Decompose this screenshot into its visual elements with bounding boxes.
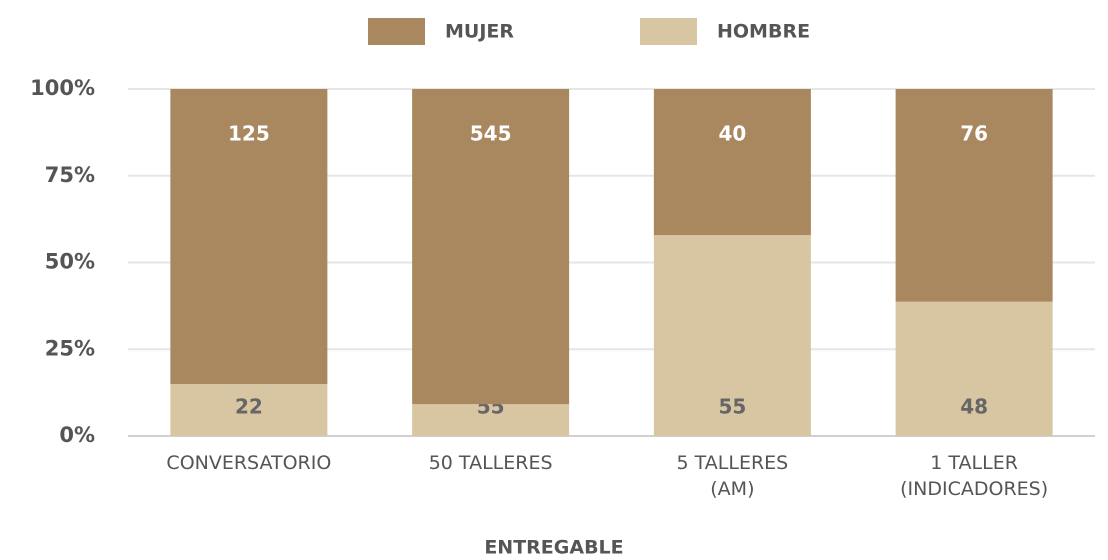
legend-label: HOMBRE	[717, 21, 810, 43]
bar-segment	[653, 89, 811, 236]
data-label: 48	[960, 395, 988, 419]
x-tick-label: CONVERSATORIO	[166, 452, 332, 474]
bar-segment	[653, 235, 811, 436]
x-tick-label: 1 TALLER (INDICADORES)	[900, 452, 1049, 500]
data-label: 545	[470, 122, 512, 146]
y-tick-label: 0%	[59, 423, 95, 447]
data-label: 40	[718, 122, 746, 146]
bar-segment	[412, 89, 570, 405]
y-tick-label: 50%	[45, 250, 95, 274]
x-axis-title: ENTREGABLE	[484, 537, 623, 559]
y-tick-label: 100%	[30, 76, 95, 100]
bar-segment	[895, 301, 1053, 436]
bar-segment	[895, 89, 1053, 302]
y-tick-label: 75%	[45, 163, 95, 187]
legend-label: MUJER	[445, 21, 514, 43]
bar-segment	[170, 89, 328, 385]
data-label: 55	[718, 395, 746, 419]
data-label: 76	[960, 122, 988, 146]
legend-swatch	[640, 18, 697, 45]
x-tick-label: 5 TALLERES (AM)	[676, 452, 789, 500]
bar-segment	[170, 384, 328, 436]
legend-swatch	[368, 18, 425, 45]
x-tick-label: 50 TALLERES	[428, 452, 553, 474]
bar-segment	[412, 404, 570, 436]
y-tick-label: 25%	[45, 336, 95, 360]
data-label: 125	[228, 122, 270, 146]
data-label: 22	[235, 395, 263, 419]
